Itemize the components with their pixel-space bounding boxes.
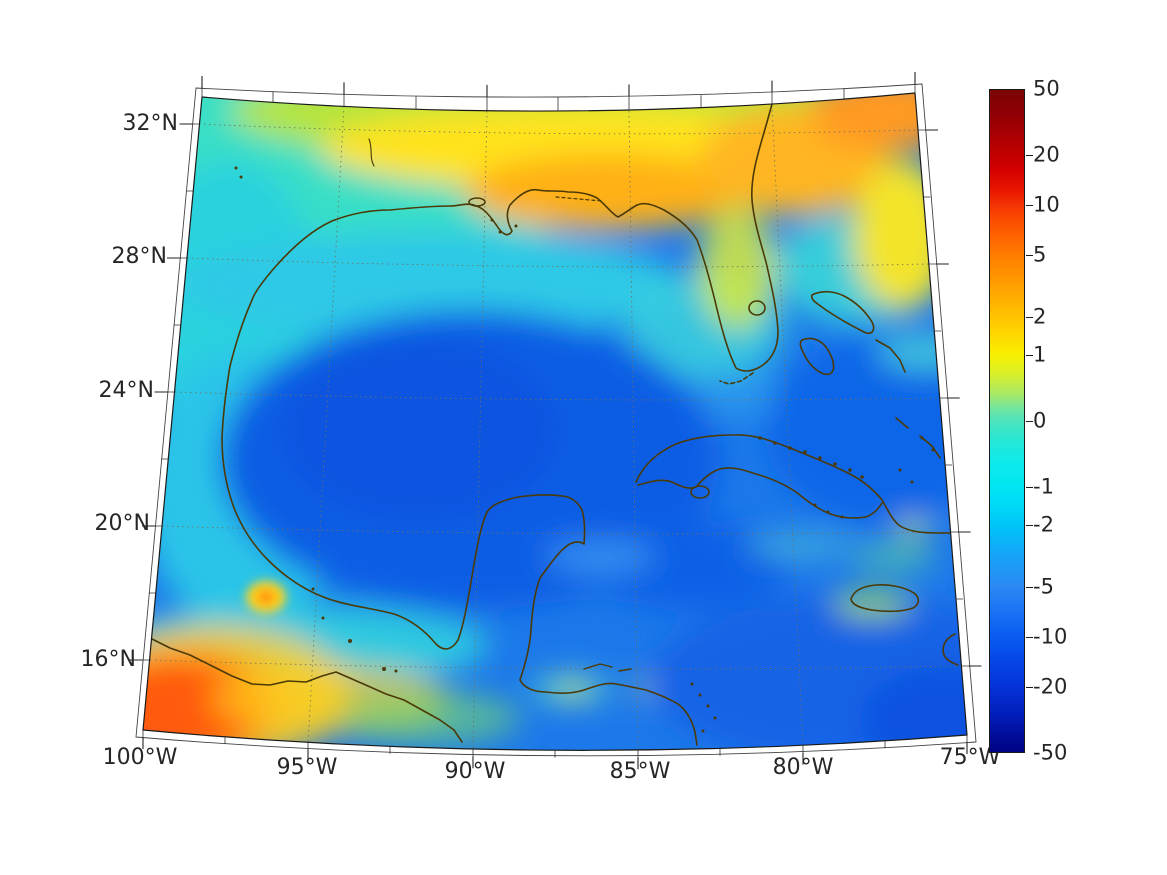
colorbar-tick-label-20: 20 <box>1033 142 1060 167</box>
river-texas <box>368 138 375 167</box>
colorbar-tick <box>1026 355 1033 356</box>
coastlines <box>149 99 959 746</box>
coast-hispaniola-tip <box>942 633 959 666</box>
map-frame <box>129 72 982 770</box>
lon-tick-label-100w: 100°W <box>102 745 178 770</box>
colorbar-tick-label-n10: -10 <box>1033 624 1068 649</box>
colorbar-tick <box>1026 205 1033 206</box>
lat-tick-label-20n: 20°N <box>94 511 150 536</box>
colorbar-tick <box>1026 487 1033 488</box>
lon-tick-label-85w: 85°W <box>609 759 671 784</box>
colorbar-tick-label-0: 0 <box>1033 408 1047 433</box>
colorbar-tick-label-1: 1 <box>1033 342 1047 367</box>
isla-juventud <box>690 485 710 499</box>
colorbar-tick-label-n50: -50 <box>1033 740 1068 765</box>
frame-outer-boundary <box>135 83 977 757</box>
colorbar-tick-label-n2: -2 <box>1033 512 1054 537</box>
coast-cuba-south <box>637 467 883 519</box>
lon-tick-label-90w: 90°W <box>444 759 506 784</box>
colorbar-tick <box>1026 317 1033 318</box>
coast-cuba-north <box>635 434 952 534</box>
coast-bahamas-abaco <box>810 290 875 335</box>
colorbar-tick <box>1026 155 1033 156</box>
lat-tick-label-28n: 28°N <box>111 244 167 269</box>
colorbar-tick <box>1026 525 1033 526</box>
colorbar-tick-label-n5: -5 <box>1033 574 1054 599</box>
coast-bahamas-eleuthera <box>875 339 906 373</box>
lat-tick-label-32n: 32°N <box>122 111 178 136</box>
colorbar <box>989 89 1025 753</box>
lon-tick-label-95w: 95°W <box>276 755 338 780</box>
lake-pontchartrain <box>468 197 486 207</box>
coast-bahamas-long-island <box>895 417 941 459</box>
colorbar-tick-label-n20: -20 <box>1033 674 1068 699</box>
lon-tick-label-80w: 80°W <box>772 755 834 780</box>
coast-bay-islands <box>583 663 632 672</box>
lake-okeechobee <box>748 300 766 316</box>
colorbar-tick <box>1026 255 1033 256</box>
graticule-gridlines <box>149 104 962 749</box>
coast-bahamas-andros <box>799 337 835 376</box>
frame-major-ticks <box>129 72 982 770</box>
heatmap-field <box>143 93 967 751</box>
colorbar-tick <box>1026 637 1033 638</box>
colorbar-tick-label-2: 2 <box>1033 304 1047 329</box>
islet-dots <box>234 166 935 733</box>
colorbar-tick-label-n1: -1 <box>1033 474 1054 499</box>
coast-mississippi-barrier <box>555 196 603 202</box>
colorbar-tick <box>1026 687 1033 688</box>
lon-tick-label-75w: 75°W <box>939 745 1001 770</box>
lat-tick-label-16n: 16°N <box>80 647 136 672</box>
coast-florida-keys <box>719 372 754 385</box>
coast-pacific-mexico <box>149 637 463 743</box>
colorbar-tick <box>1026 421 1033 422</box>
frame-inner-boundary <box>142 92 968 751</box>
hotspot-veracruz <box>246 581 286 613</box>
colorbar-tick-label-10: 10 <box>1033 192 1060 217</box>
frame-dividers <box>142 84 969 758</box>
lat-tick-label-24n: 24°N <box>98 378 154 403</box>
coast-jamaica <box>850 584 920 613</box>
colorbar-tick <box>1026 587 1033 588</box>
colorbar-tick-label-5: 5 <box>1033 242 1047 267</box>
coast-mainland <box>221 99 779 746</box>
colorbar-tick-label-50: 50 <box>1033 76 1060 101</box>
